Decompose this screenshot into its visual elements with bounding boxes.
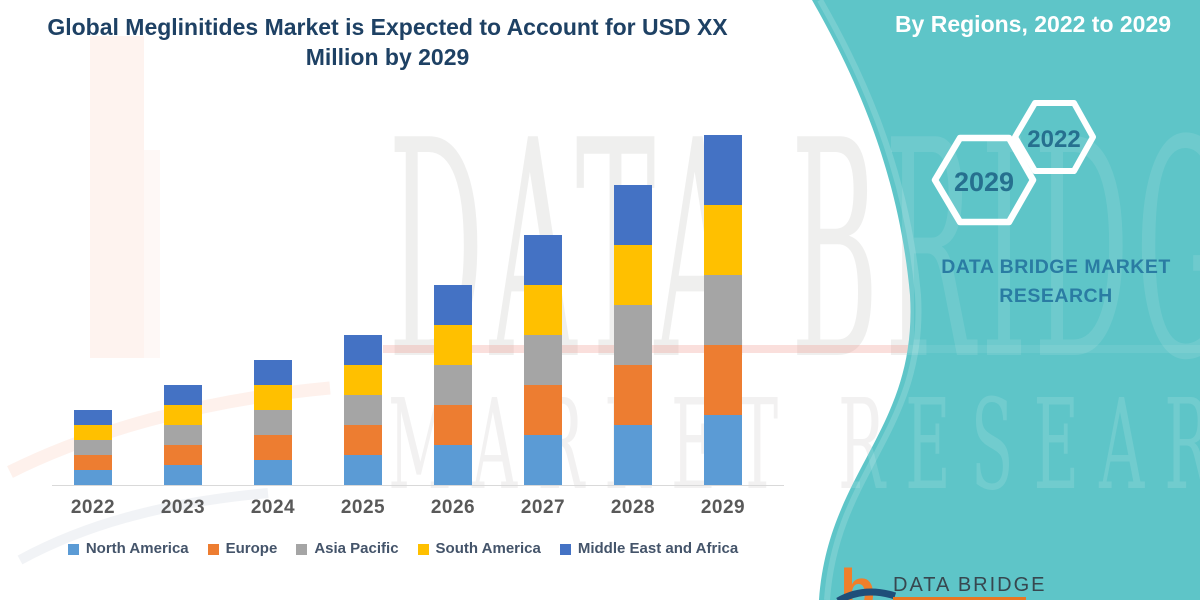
bar-segment [164, 445, 202, 465]
legend-item: South America [417, 540, 541, 557]
wave-highlight [817, 0, 922, 600]
bar-column-2024 [254, 360, 292, 485]
bar-column-2023 [164, 385, 202, 485]
legend: North America Europe Asia Pacific South Ame… [8, 540, 798, 557]
bar-segment [74, 455, 112, 470]
bar-segment [74, 440, 112, 455]
bar-segment [614, 245, 652, 305]
chart-title-line1: Global Meglinitides Market is Expected t… [47, 14, 728, 40]
bar-segment [254, 410, 292, 435]
dbmr-logo: b DATA BRIDGE [836, 558, 1047, 600]
sidebar-brand-line2: RESEARCH [999, 285, 1112, 307]
bar-segment [74, 470, 112, 485]
legend-item: Middle East and Africa [559, 540, 739, 557]
legend-item: North America [67, 540, 189, 557]
bar-segment [164, 465, 202, 485]
bar-segment [434, 405, 472, 445]
bar-segment [434, 445, 472, 485]
bar-segment [344, 395, 382, 425]
bar-segment [254, 435, 292, 460]
hexagon-year-2029: 2029 [954, 167, 1014, 197]
bar-segment [344, 425, 382, 455]
dbmr-logo-text: DATA BRIDGE [893, 574, 1047, 596]
teal-panel [812, 0, 1200, 600]
legend-label: North America [85, 540, 189, 557]
bar-segment [524, 435, 562, 485]
bar-segment [704, 275, 742, 345]
legend-swatch-icon [67, 543, 79, 555]
bar-segment [74, 410, 112, 425]
legend-swatch-icon [417, 543, 429, 555]
bar-segment [704, 205, 742, 275]
bar-segment [254, 460, 292, 485]
bar-column-2022 [74, 410, 112, 485]
dbmr-logo-swoosh-icon [836, 588, 897, 600]
bar-column-2029 [704, 135, 742, 485]
bar-segment [614, 425, 652, 485]
bar-segment [524, 285, 562, 335]
plot-area: 2022 2023 2024 2025 2026 2027 2028 2029 [52, 135, 784, 518]
chart-title: Global Meglinitides Market is Expected t… [35, 12, 740, 72]
legend-swatch-icon [296, 543, 308, 555]
bar-segment [344, 335, 382, 365]
x-axis-label: 2026 [430, 497, 476, 518]
bar-segment [164, 385, 202, 405]
legend-label: Europe [225, 540, 278, 557]
hexagon-badge-2029: 2029 [931, 134, 1037, 226]
dbmr-logo-underline [893, 597, 1026, 600]
bar-segment [164, 405, 202, 425]
bar-column-2028 [614, 185, 652, 485]
x-axis-label: 2024 [250, 497, 296, 518]
bar-segment [434, 325, 472, 365]
sidebar-brand-line1: DATA BRIDGE MARKET [941, 256, 1171, 278]
legend-label: Asia Pacific [314, 540, 399, 557]
bar-segment [254, 385, 292, 410]
x-axis-line [52, 485, 784, 486]
bar-segment [524, 335, 562, 385]
bar-column-2026 [434, 285, 472, 485]
x-axis-label: 2029 [700, 497, 746, 518]
bar-column-2027 [524, 235, 562, 485]
bar-segment [614, 185, 652, 245]
bar-segment [344, 365, 382, 395]
x-axis-label: 2023 [160, 497, 206, 518]
legend-item: Europe [207, 540, 278, 557]
legend-swatch-icon [207, 543, 219, 555]
bar-segment [524, 385, 562, 435]
bar-segment [254, 360, 292, 385]
sidebar-heading: By Regions, 2022 to 2029 [895, 11, 1171, 37]
x-axis-label: 2027 [520, 497, 566, 518]
hexagon-badge-2022: 2022 [1012, 100, 1096, 174]
x-axis-label: 2025 [340, 497, 386, 518]
x-axis-label: 2022 [70, 497, 116, 518]
bar-segment [164, 425, 202, 445]
legend-label: South America [435, 540, 541, 557]
chart-area: Global Meglinitides Market is Expected t… [8, 12, 798, 557]
bar-segment [74, 425, 112, 440]
bar-segment [614, 305, 652, 365]
bar-segment [434, 285, 472, 325]
bar-segment [704, 345, 742, 415]
hexagon-year-2022: 2022 [1027, 126, 1080, 153]
bar-segment [524, 235, 562, 285]
bar-column-2025 [344, 335, 382, 485]
legend-item: Asia Pacific [296, 540, 399, 557]
watermark-stripe [383, 345, 1200, 353]
legend-label: Middle East and Africa [577, 540, 739, 557]
x-axis-label: 2028 [610, 497, 656, 518]
bar-segment [704, 415, 742, 485]
bar-segment [704, 135, 742, 205]
legend-swatch-icon [559, 543, 571, 555]
bar-segment [614, 365, 652, 425]
chart-title-line2: Million by 2029 [305, 44, 470, 70]
bar-segment [434, 365, 472, 405]
bar-segment [344, 455, 382, 485]
